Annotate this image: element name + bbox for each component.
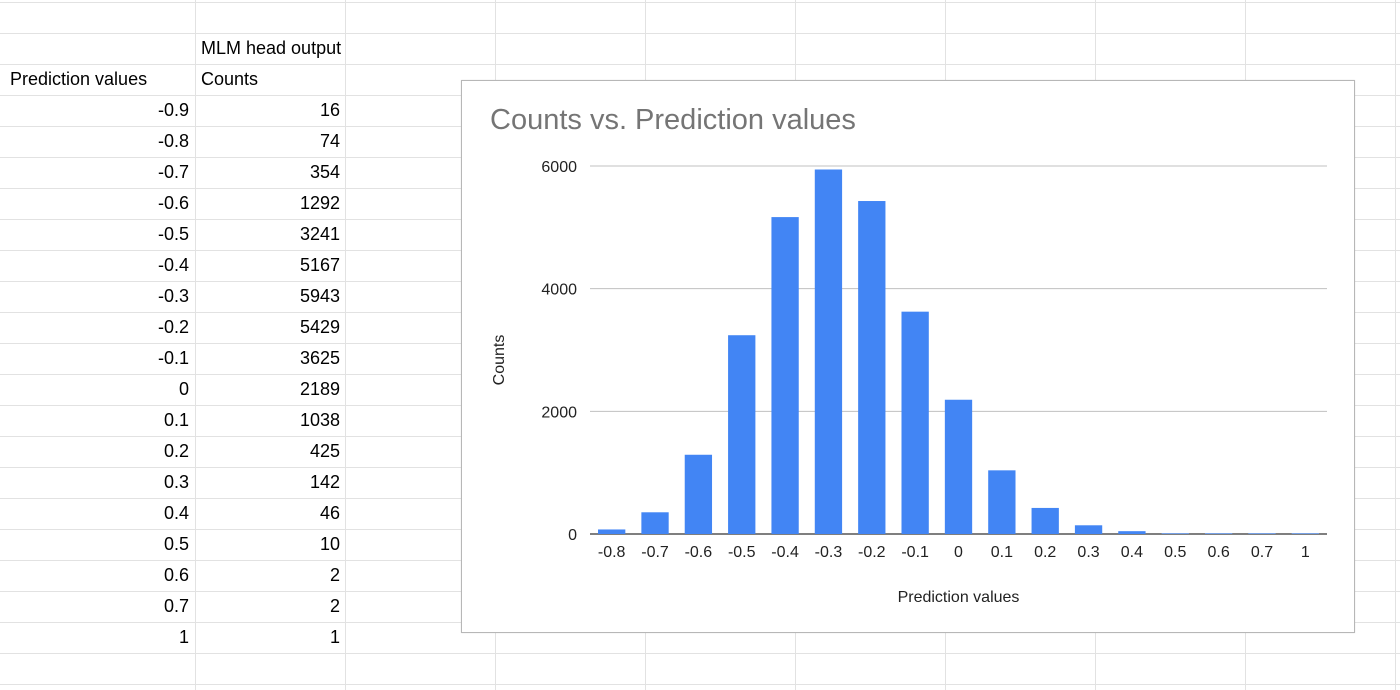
cell-count-value[interactable]: 74: [319, 131, 340, 151]
bar: [1118, 531, 1146, 534]
x-tick-label: 0.6: [1207, 544, 1229, 561]
bar: [1248, 533, 1276, 534]
cell-count-value[interactable]: 142: [309, 472, 340, 492]
cell-count-value[interactable]: 3625: [299, 348, 340, 368]
bar: [988, 470, 1016, 534]
y-tick-label: 2000: [541, 404, 577, 421]
cell-prediction-value[interactable]: -0.4: [157, 255, 189, 275]
cell-count-value[interactable]: 3241: [299, 224, 340, 244]
bar: [1031, 507, 1059, 534]
cell-prediction-value[interactable]: -0.6: [157, 193, 189, 213]
cell-prediction-value[interactable]: -0.3: [157, 286, 189, 306]
y-tick-label: 6000: [541, 159, 577, 176]
cell-prediction-value[interactable]: -0.8: [157, 131, 189, 151]
y-tick-label: 0: [568, 527, 577, 544]
cell-header-counts[interactable]: Counts: [201, 69, 259, 89]
cell-prediction-value[interactable]: 0.7: [163, 596, 189, 616]
cell-count-value[interactable]: 1038: [299, 410, 340, 430]
bar: [858, 201, 886, 534]
y-tick-label: 4000: [541, 282, 577, 299]
cell-prediction-value[interactable]: 0: [178, 379, 189, 399]
x-tick-label: 0.7: [1251, 544, 1273, 561]
cell-count-value[interactable]: 5943: [299, 286, 340, 306]
cell-count-value[interactable]: 1: [329, 627, 340, 647]
cell-prediction-value[interactable]: 0.1: [163, 410, 189, 430]
cell-count-value[interactable]: 2: [329, 596, 340, 616]
bar: [1291, 533, 1319, 534]
cell-count-value[interactable]: 2189: [299, 379, 340, 399]
bar: [1074, 525, 1103, 534]
cell-prediction-value[interactable]: -0.7: [157, 162, 189, 182]
cell-header-prediction-values[interactable]: Prediction values: [10, 69, 148, 89]
x-tick-label: 0.3: [1077, 544, 1099, 561]
bar-chart: 0 2000 4000 6000 -0.8 -0.7 -0.6 -0.5 -0.4 -0.3 -0.…: [491, 159, 1327, 606]
bar: [901, 311, 929, 534]
bar: [728, 335, 756, 534]
x-tick-label: -0.1: [901, 544, 929, 561]
cell-prediction-value[interactable]: 0.2: [163, 441, 189, 461]
cell-prediction-value[interactable]: 0.6: [163, 565, 189, 585]
cell-count-value[interactable]: 2: [329, 565, 340, 585]
bar: [598, 529, 626, 534]
cell-count-value[interactable]: 46: [319, 503, 340, 523]
cell-count-value[interactable]: 425: [309, 441, 340, 461]
x-axis-title: Prediction values: [898, 589, 1020, 606]
x-tick-label: -0.6: [685, 544, 713, 561]
bar: [1161, 533, 1189, 534]
x-tick-label: 0: [954, 544, 963, 561]
cell-count-value[interactable]: 5167: [299, 255, 340, 275]
x-tick-label: 0.2: [1034, 544, 1056, 561]
cell-prediction-value[interactable]: 1: [178, 627, 189, 647]
cell-prediction-value[interactable]: -0.2: [157, 317, 189, 337]
cell-prediction-value[interactable]: -0.1: [157, 348, 189, 368]
cell-prediction-value[interactable]: -0.9: [157, 100, 189, 120]
x-tick-label: -0.7: [641, 544, 669, 561]
cell-prediction-value[interactable]: -0.5: [157, 224, 189, 244]
cell-count-value[interactable]: 5429: [299, 317, 340, 337]
cell-prediction-value[interactable]: 0.5: [163, 534, 189, 554]
bar: [684, 454, 713, 534]
cell-count-value[interactable]: 354: [309, 162, 340, 182]
cell-count-value[interactable]: 10: [319, 534, 340, 554]
x-tick-label: 0.4: [1121, 544, 1143, 561]
y-axis-title: Counts: [491, 335, 508, 386]
bar: [814, 169, 843, 534]
x-tick-label: -0.4: [771, 544, 799, 561]
x-tick-label: -0.8: [598, 544, 626, 561]
cell-count-value[interactable]: 16: [319, 100, 340, 120]
x-tick-label: -0.3: [815, 544, 843, 561]
x-tick-label: -0.2: [858, 544, 886, 561]
bar: [771, 217, 799, 534]
cell-header-mlm-head-output[interactable]: MLM head output: [201, 38, 342, 58]
x-tick-label: -0.5: [728, 544, 756, 561]
x-tick-label: 1: [1301, 544, 1310, 561]
cell-prediction-value[interactable]: 0.4: [163, 503, 189, 523]
cell-prediction-value[interactable]: 0.3: [163, 472, 189, 492]
bar: [944, 399, 973, 534]
bar: [1204, 533, 1233, 534]
bar: [641, 512, 669, 534]
x-tick-label: 0.1: [991, 544, 1013, 561]
chart-title: Counts vs. Prediction values: [490, 104, 856, 136]
cell-count-value[interactable]: 1292: [299, 193, 340, 213]
x-tick-label: 0.5: [1164, 544, 1186, 561]
